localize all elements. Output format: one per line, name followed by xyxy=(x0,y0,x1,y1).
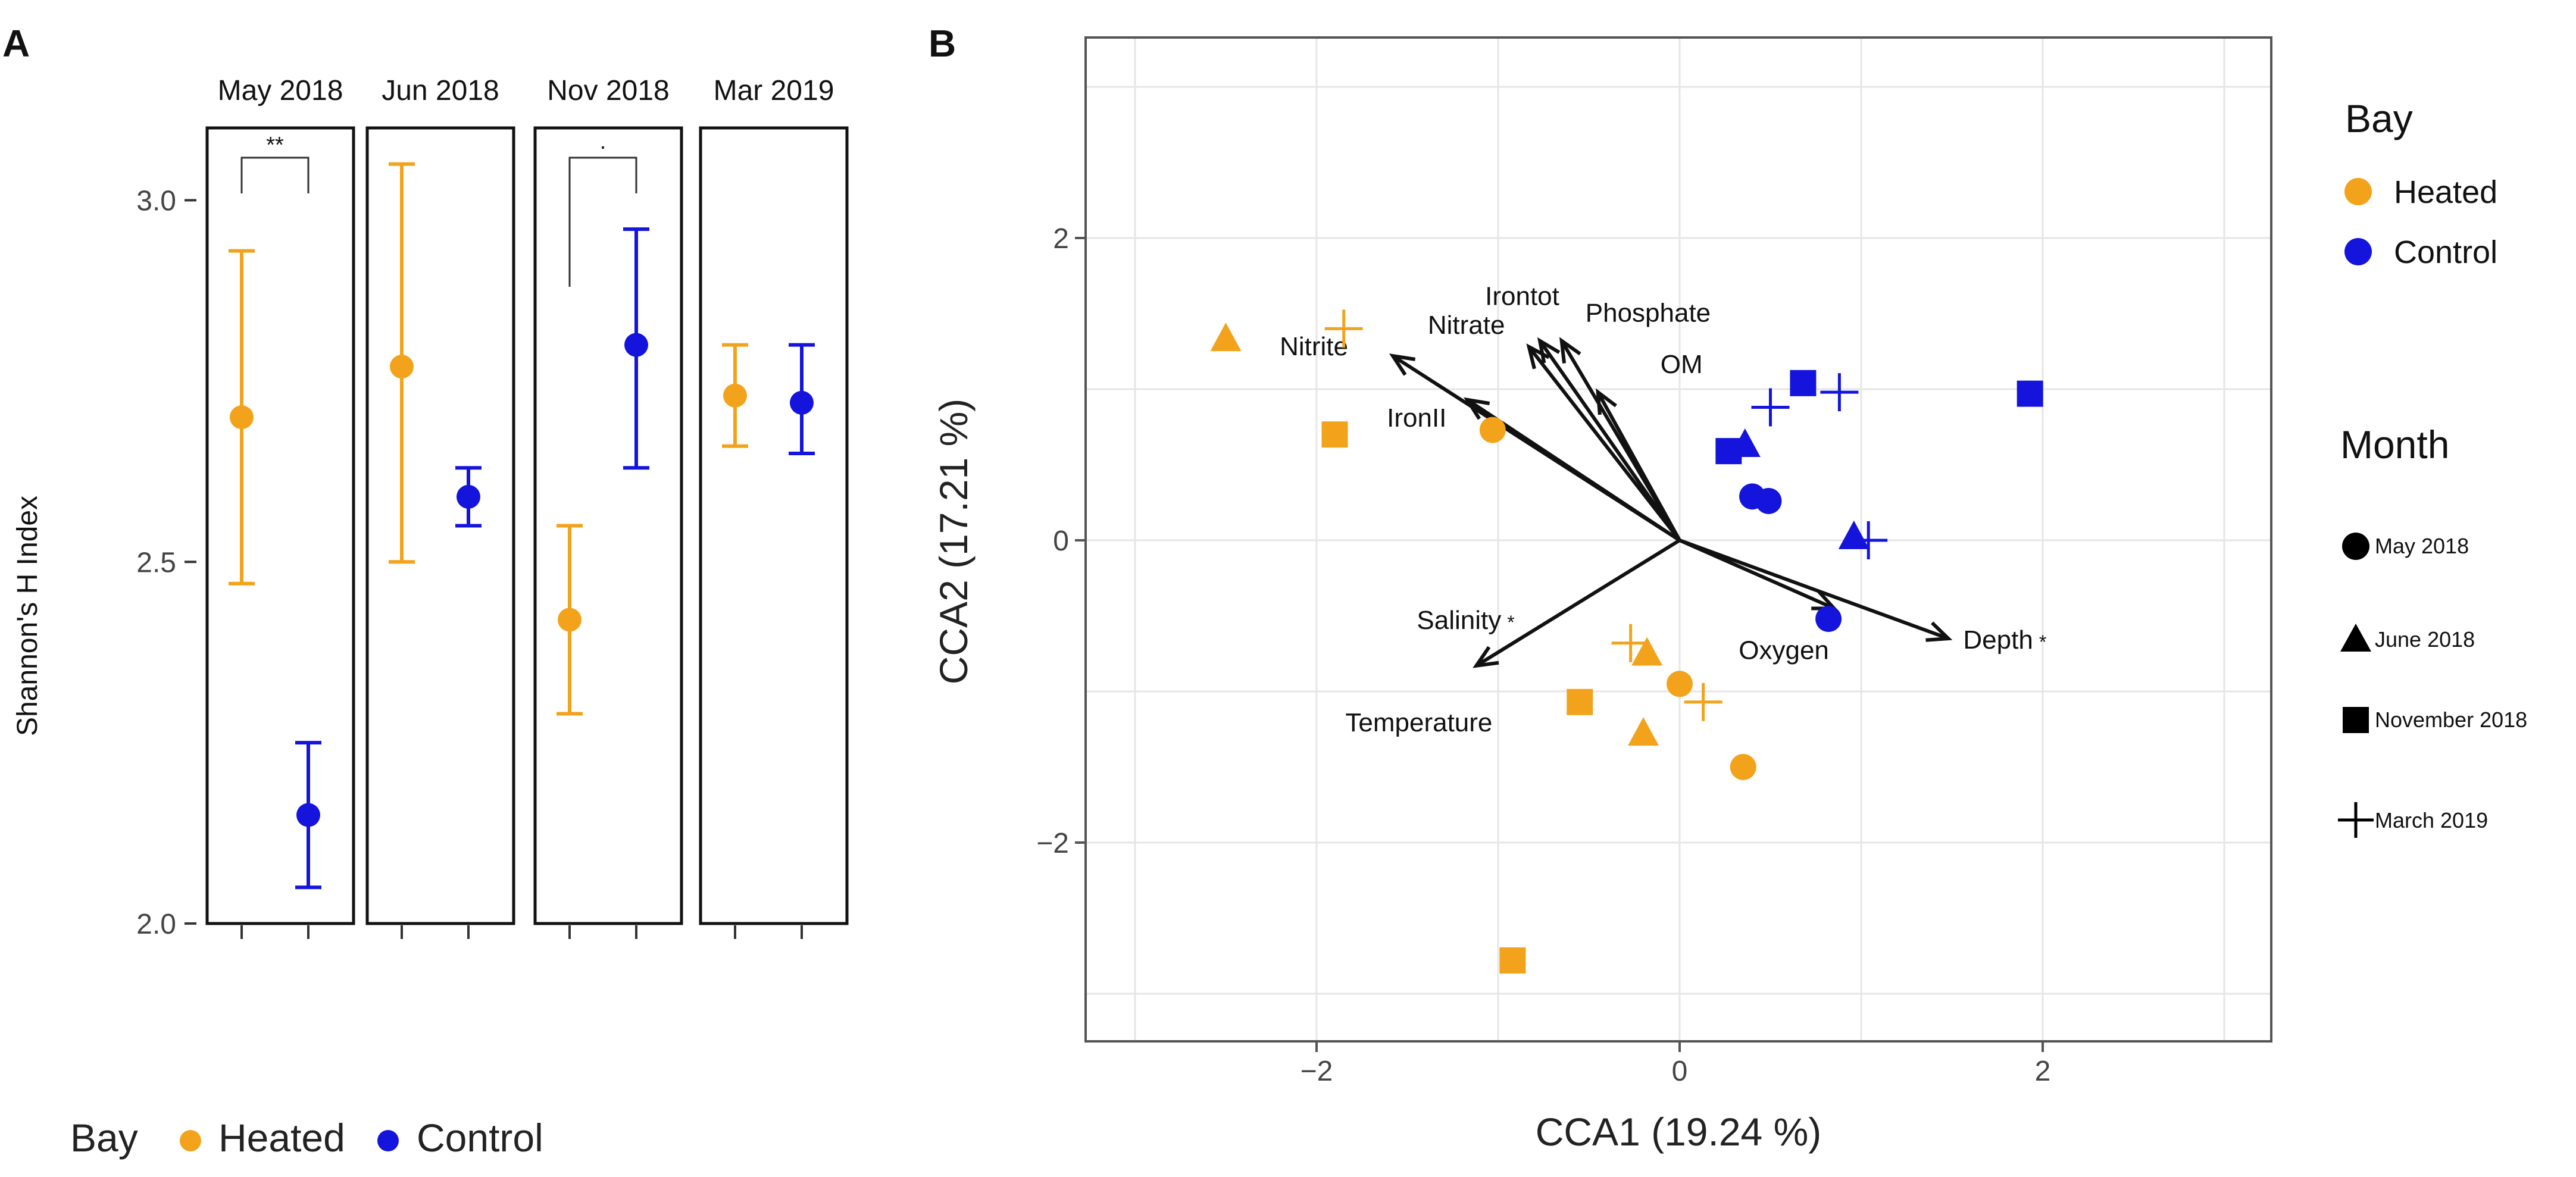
facet-frame xyxy=(701,128,847,924)
panel-b-xtick-label: −2 xyxy=(1300,1056,1333,1087)
point-heated-november-2018 xyxy=(1322,421,1348,447)
legend-month-may: May 2018 xyxy=(2375,534,2469,558)
legend-control-marker xyxy=(377,1130,399,1151)
panel-a-y-axis: 2.0 2.5 3.0 xyxy=(136,186,196,940)
legend-square-marker xyxy=(2343,707,2369,733)
point-control-november-2018 xyxy=(1715,438,1742,464)
vector-label: OM xyxy=(1661,350,1703,379)
vector-label: IronII xyxy=(1387,403,1446,433)
panel-b-xtick-label: 2 xyxy=(2035,1056,2051,1087)
point-heated-november-2018 xyxy=(1567,689,1593,715)
significance-bracket xyxy=(570,158,636,287)
panel-b-ylabel: CCA2 (17.21 %) xyxy=(931,399,976,685)
panel-a-facets: May 2018 ** Jun 2018 Nov 2018. Mar 2019 xyxy=(207,75,847,939)
panel-a-letter: A xyxy=(2,22,30,65)
panel-a-ytick-label: 2.0 xyxy=(136,909,176,940)
panel-b-legend-month: Month May 2018 June 2018 November 2018 M… xyxy=(2338,422,2527,838)
point-range-control xyxy=(623,229,649,468)
legend-bay-heated-marker xyxy=(2344,178,2372,205)
panel-a-ylabel: Shannon's H Index xyxy=(12,496,43,736)
vector-label: Nitrate xyxy=(1428,311,1505,340)
facet-title: Nov 2018 xyxy=(547,75,669,107)
panel-b-legend-bay: Bay Heated Control xyxy=(2344,96,2497,270)
facet-frame xyxy=(207,128,354,924)
significance-star: * xyxy=(1507,612,1514,633)
legend-month-november: November 2018 xyxy=(2375,708,2527,732)
point-range-heated xyxy=(722,345,748,446)
legend-bay-title: Bay xyxy=(2345,96,2413,140)
legend-heated-marker xyxy=(180,1130,201,1151)
panel-b-letter: B xyxy=(929,22,956,65)
facet-frame xyxy=(367,128,514,924)
point-control-november-2018 xyxy=(1790,370,1816,396)
mean-point xyxy=(457,485,480,509)
legend-heated-label: Heated xyxy=(218,1116,345,1160)
legend-circle-marker xyxy=(2342,533,2369,560)
legend-month-title: Month xyxy=(2340,422,2449,467)
point-control-may-2018 xyxy=(1815,606,1842,632)
point-heated-november-2018 xyxy=(1499,947,1525,973)
figure-canvas: A Shannon's H Index 2.02.53.0 May 2018**… xyxy=(0,0,2576,1177)
significance-bracket xyxy=(242,158,308,193)
facet-title: Mar 2019 xyxy=(714,75,834,107)
facet-jun-2018: Jun 2018 xyxy=(367,75,514,939)
mean-point xyxy=(230,405,254,429)
facet-nov-2018: Nov 2018. xyxy=(535,75,681,939)
panel-a-legend-title: Bay xyxy=(70,1116,138,1160)
vector-label: Nitrite xyxy=(1280,332,1348,361)
point-range-heated xyxy=(229,251,255,584)
panel-a-ytick-label: 2.5 xyxy=(136,547,176,578)
panel-b-ytick-label: 0 xyxy=(1053,525,1069,557)
point-range-control xyxy=(455,468,482,525)
vector-label: Oxygen xyxy=(1739,636,1829,665)
point-range-heated xyxy=(389,164,415,562)
legend-bay-control-label: Control xyxy=(2394,234,2497,270)
panel-b-xlabel: CCA1 (19.24 %) xyxy=(1536,1110,1822,1154)
facet-title: May 2018 xyxy=(218,75,343,107)
facet-may-2018: May 2018 ** xyxy=(207,75,354,939)
point-range-heated xyxy=(557,526,583,714)
point-heated-may-2018 xyxy=(1730,754,1756,780)
vector-label: Phosphate xyxy=(1586,299,1711,328)
legend-month-june: June 2018 xyxy=(2375,627,2475,652)
panel-a-legend: Bay Heated Control xyxy=(70,1116,543,1160)
mean-point xyxy=(296,803,320,827)
legend-triangle-marker xyxy=(2340,624,2371,652)
mean-point xyxy=(790,391,814,415)
vector-label: Salinity xyxy=(1417,606,1501,635)
legend-bay-control-marker xyxy=(2344,238,2372,265)
mean-point xyxy=(558,608,582,632)
vector-label: Temperature xyxy=(1345,708,1492,737)
facet-mar-2019: Mar 2019 xyxy=(701,75,847,939)
point-heated-may-2018 xyxy=(1480,417,1506,443)
legend-month-march: March 2019 xyxy=(2375,808,2488,832)
point-range-control xyxy=(789,345,815,453)
panel-a-ytick-label: 3.0 xyxy=(136,186,176,217)
vector-temperature: Temperature xyxy=(1345,708,1492,737)
panel-b-xtick-label: 0 xyxy=(1672,1056,1688,1087)
point-heated-may-2018 xyxy=(1667,671,1693,697)
vector-label: Depth xyxy=(1963,625,2033,655)
panel-b-ytick-label: 2 xyxy=(1053,223,1069,255)
point-control-november-2018 xyxy=(2017,381,2043,407)
mean-point xyxy=(723,384,747,408)
significance-star: * xyxy=(2039,631,2046,653)
panel-b-ytick-label: −2 xyxy=(1036,828,1069,859)
point-range-control xyxy=(295,743,321,887)
mean-point xyxy=(390,355,414,378)
vector-label: Irontot xyxy=(1485,282,1559,311)
facet-title: Jun 2018 xyxy=(382,75,499,107)
point-control-may-2018 xyxy=(1755,488,1781,514)
mean-point xyxy=(624,333,648,357)
legend-bay-heated-label: Heated xyxy=(2394,174,2497,210)
significance-label: ** xyxy=(266,133,284,158)
significance-label: . xyxy=(600,129,607,154)
legend-control-label: Control xyxy=(417,1116,543,1160)
